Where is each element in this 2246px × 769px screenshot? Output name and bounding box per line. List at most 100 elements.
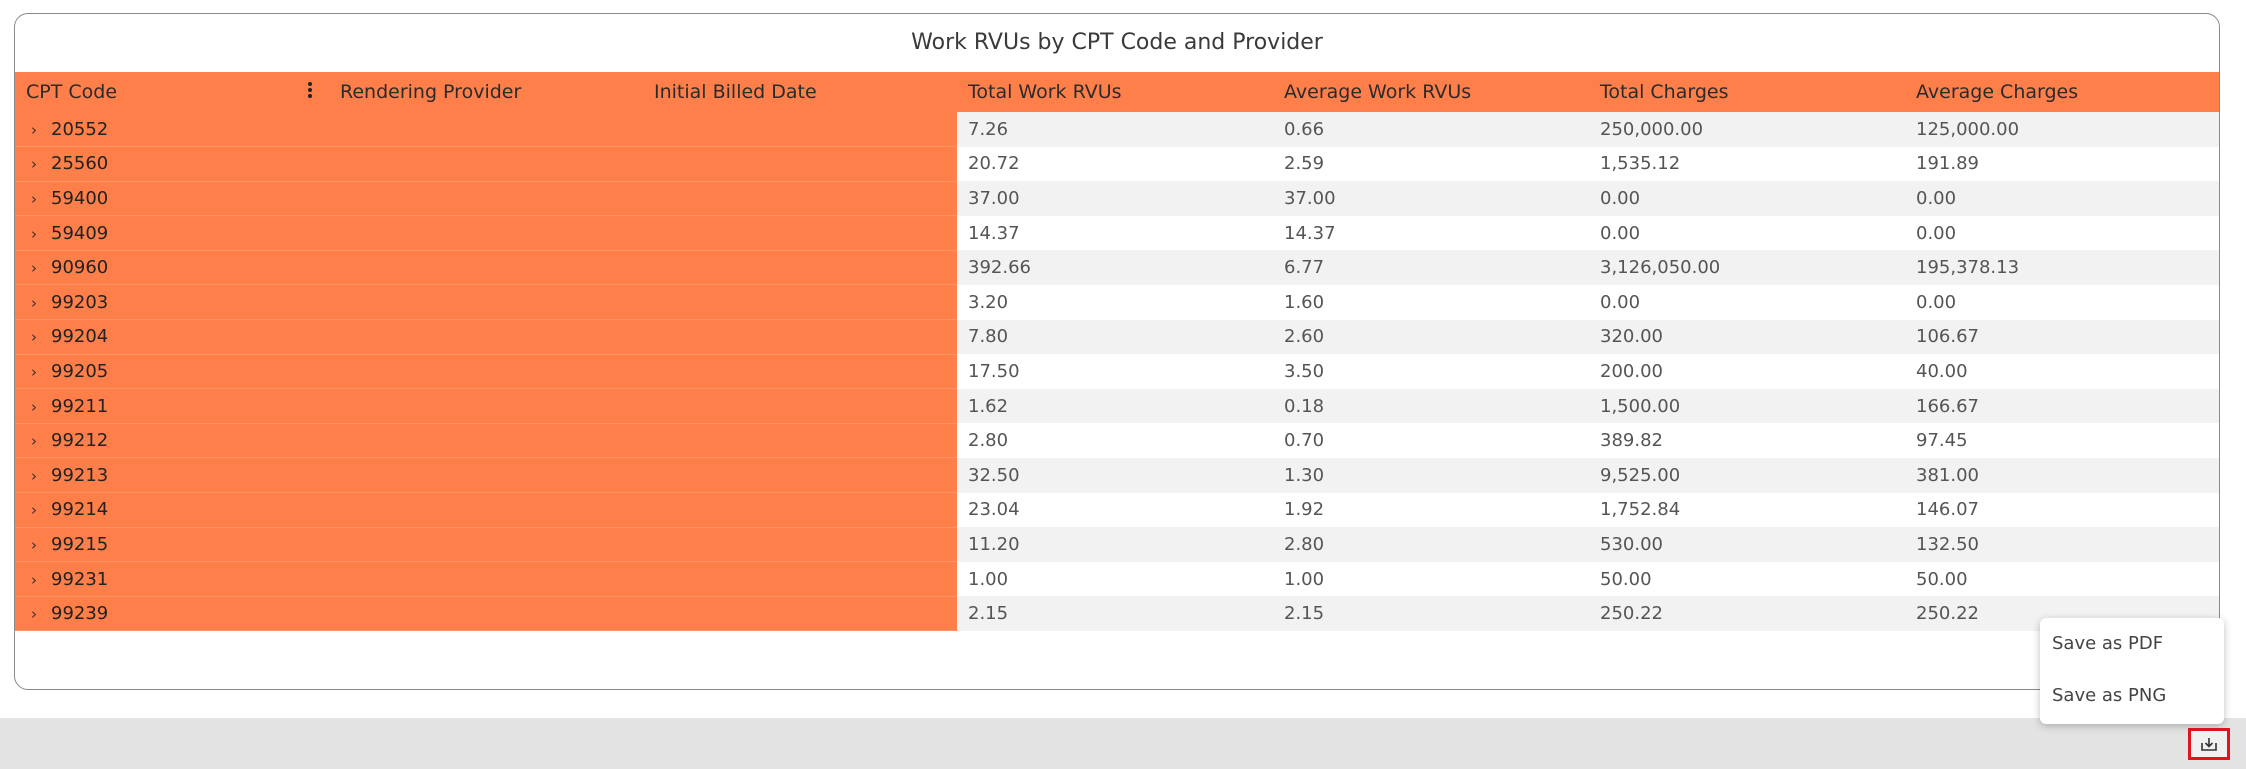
rendering-provider-cell <box>329 181 643 217</box>
cpt-code-label: 99205 <box>51 360 109 382</box>
initial-billed-date-cell <box>643 319 957 355</box>
cpt-code-cell[interactable]: › 99212 <box>15 423 329 459</box>
table-header-row: CPT Code Rendering Provider Initial Bill… <box>15 72 2219 112</box>
cpt-code-cell[interactable]: › 99214 <box>15 492 329 528</box>
cpt-code-label: 99213 <box>51 464 109 486</box>
table-row[interactable]: › 99211 1.62 0.18 1,500.00 166.67 <box>15 388 2219 424</box>
cpt-code-cell[interactable]: › 59409 <box>15 215 329 251</box>
cpt-code-cell[interactable]: › 99239 <box>15 596 329 632</box>
average-charges-cell: 191.89 <box>1905 146 2219 182</box>
table-row[interactable]: › 99214 23.04 1.92 1,752.84 146.07 <box>15 492 2219 528</box>
table-row[interactable]: › 99239 2.15 2.15 250.22 250.22 <box>15 596 2219 632</box>
total-work-rvus-cell: 11.20 <box>957 527 1273 562</box>
cpt-code-label: 99231 <box>51 568 109 590</box>
table-row[interactable]: › 99231 1.00 1.00 50.00 50.00 <box>15 561 2219 597</box>
average-work-rvus-cell: 2.60 <box>1273 319 1589 355</box>
cpt-code-cell[interactable]: › 99203 <box>15 284 329 321</box>
rendering-provider-cell <box>329 112 643 148</box>
save-as-png-menu-item[interactable]: Save as PNG <box>2052 685 2167 706</box>
column-header-cpt-code[interactable]: CPT Code <box>15 72 329 112</box>
table-row[interactable]: › 90960 392.66 6.77 3,126,050.00 195,378.13 <box>15 250 2219 286</box>
total-work-rvus-cell: 2.15 <box>957 596 1273 631</box>
average-work-rvus-cell: 37.00 <box>1273 181 1589 216</box>
table-row[interactable]: › 99204 7.80 2.60 320.00 106.67 <box>15 319 2219 355</box>
average-work-rvus-cell: 0.18 <box>1273 388 1589 424</box>
cpt-code-cell[interactable]: › 59400 <box>15 181 329 217</box>
average-work-rvus-cell: 1.30 <box>1273 457 1589 493</box>
chevron-right-icon[interactable]: › <box>31 605 37 624</box>
table-row[interactable]: › 25560 20.72 2.59 1,535.12 191.89 <box>15 146 2219 182</box>
initial-billed-date-cell <box>643 527 957 563</box>
table-row[interactable]: › 99213 32.50 1.30 9,525.00 381.00 <box>15 457 2219 494</box>
average-work-rvus-cell: 1.60 <box>1273 284 1589 320</box>
cpt-code-cell[interactable]: › 99213 <box>15 457 329 494</box>
table-row[interactable]: › 20552 7.26 0.66 250,000.00 125,000.00 <box>15 112 2219 148</box>
chevron-right-icon[interactable]: › <box>31 293 37 312</box>
average-charges-cell: 50.00 <box>1905 561 2219 597</box>
initial-billed-date-cell <box>643 423 957 459</box>
chevron-right-icon[interactable]: › <box>31 397 37 416</box>
initial-billed-date-cell <box>643 112 957 148</box>
total-work-rvus-cell: 3.20 <box>957 284 1273 320</box>
average-charges-cell: 132.50 <box>1905 527 2219 562</box>
average-work-rvus-cell: 0.66 <box>1273 112 1589 147</box>
table-row[interactable]: › 99215 11.20 2.80 530.00 132.50 <box>15 527 2219 563</box>
table-row[interactable]: › 99205 17.50 3.50 200.00 40.00 <box>15 354 2219 390</box>
cpt-code-cell[interactable]: › 99231 <box>15 561 329 597</box>
cpt-code-cell[interactable]: › 99215 <box>15 527 329 563</box>
rendering-provider-cell <box>329 250 643 286</box>
average-charges-cell: 0.00 <box>1905 215 2219 251</box>
cpt-code-cell[interactable]: › 99204 <box>15 319 329 355</box>
total-work-rvus-cell: 23.04 <box>957 492 1273 528</box>
chevron-right-icon[interactable]: › <box>31 466 37 485</box>
initial-billed-date-cell <box>643 561 957 597</box>
column-header-total-charges[interactable]: Total Charges <box>1600 81 1729 103</box>
chevron-right-icon[interactable]: › <box>31 155 37 174</box>
cpt-code-cell[interactable]: › 99205 <box>15 354 329 390</box>
total-charges-cell: 200.00 <box>1589 354 1905 389</box>
chevron-right-icon[interactable]: › <box>31 432 37 451</box>
chevron-right-icon[interactable]: › <box>31 570 37 589</box>
column-header-initial-billed-date[interactable]: Initial Billed Date <box>654 81 817 103</box>
initial-billed-date-cell <box>643 181 957 217</box>
download-button[interactable] <box>2188 728 2230 760</box>
chevron-right-icon[interactable]: › <box>31 224 37 243</box>
cpt-code-cell[interactable]: › 99211 <box>15 388 329 424</box>
initial-billed-date-cell <box>643 457 957 494</box>
chevron-right-icon[interactable]: › <box>31 259 37 278</box>
cpt-code-label: 59409 <box>51 222 109 244</box>
column-header-average-work-rvus[interactable]: Average Work RVUs <box>1284 81 1472 103</box>
average-charges-cell: 97.45 <box>1905 423 2219 458</box>
save-as-pdf-menu-item[interactable]: Save as PDF <box>2052 633 2164 654</box>
cpt-code-label: 99211 <box>51 395 109 417</box>
cpt-code-cell[interactable]: › 90960 <box>15 250 329 286</box>
chevron-right-icon[interactable]: › <box>31 535 37 554</box>
average-work-rvus-cell: 6.77 <box>1273 250 1589 285</box>
total-work-rvus-cell: 32.50 <box>957 457 1273 493</box>
initial-billed-date-cell <box>643 492 957 528</box>
table-row[interactable]: › 99212 2.80 0.70 389.82 97.45 <box>15 423 2219 459</box>
more-vertical-icon[interactable] <box>307 80 313 104</box>
average-charges-cell: 381.00 <box>1905 457 2219 493</box>
chevron-right-icon[interactable]: › <box>31 362 37 381</box>
cpt-code-cell[interactable]: › 20552 <box>15 112 329 148</box>
cpt-code-cell[interactable]: › 25560 <box>15 146 329 182</box>
average-work-rvus-cell: 1.92 <box>1273 492 1589 528</box>
column-header-total-work-rvus[interactable]: Total Work RVUs <box>968 81 1122 103</box>
chevron-right-icon[interactable]: › <box>31 501 37 520</box>
rendering-provider-cell <box>329 596 643 632</box>
chevron-right-icon[interactable]: › <box>31 189 37 208</box>
table-row[interactable]: › 59400 37.00 37.00 0.00 0.00 <box>15 181 2219 217</box>
table-row[interactable]: › 99203 3.20 1.60 0.00 0.00 <box>15 284 2219 321</box>
column-header-average-charges[interactable]: Average Charges <box>1916 81 2079 103</box>
chevron-right-icon[interactable]: › <box>31 328 37 347</box>
column-header-rendering-provider[interactable]: Rendering Provider <box>340 81 522 103</box>
table-row[interactable]: › 59409 14.37 14.37 0.00 0.00 <box>15 215 2219 251</box>
average-charges-cell: 195,378.13 <box>1905 250 2219 285</box>
cpt-code-label: 25560 <box>51 153 109 175</box>
chevron-right-icon[interactable]: › <box>31 120 37 139</box>
total-charges-cell: 0.00 <box>1589 181 1905 216</box>
cpt-code-label: 59400 <box>51 187 109 209</box>
rendering-provider-cell <box>329 457 643 494</box>
